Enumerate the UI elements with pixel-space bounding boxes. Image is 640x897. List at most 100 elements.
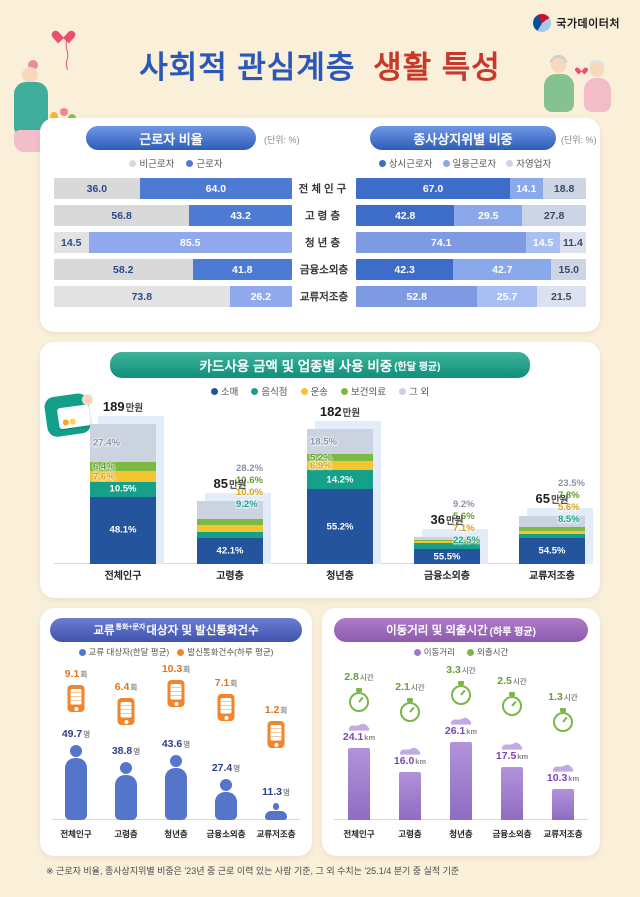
- category-label: 교류저조층: [543, 829, 583, 839]
- category-label: 고령층: [305, 210, 343, 222]
- person-head: [120, 762, 132, 774]
- elderly-woman-head: [590, 63, 604, 77]
- balloon-string-icon: [65, 40, 69, 70]
- bar-segment: 14.5: [526, 232, 560, 253]
- distance-bar: [399, 772, 421, 820]
- call-count-label: 1.2회: [265, 700, 288, 718]
- category-label: 청년층: [305, 237, 343, 249]
- person-body: [165, 768, 187, 820]
- amount-value: 65: [535, 491, 550, 506]
- person-icon: [213, 779, 239, 820]
- employment-status-bar: 52.8 25.7 21.5: [356, 286, 586, 307]
- person-icon: [163, 755, 189, 820]
- bar-segment: [414, 537, 480, 540]
- category-label: 교류저조층: [529, 571, 575, 582]
- person-head: [70, 745, 82, 757]
- bar-segment: 15.0: [551, 259, 586, 280]
- unit: km: [415, 757, 427, 766]
- segment-value: 22.5%: [453, 535, 480, 546]
- employment-status-bar: 42.8 29.5 27.8: [356, 205, 586, 226]
- page-title-red: 생활 특성: [373, 50, 501, 85]
- person-body: [215, 792, 237, 820]
- value: 1.3: [548, 691, 563, 704]
- amount-label: 36만원: [431, 511, 464, 529]
- unit: 명: [183, 740, 191, 749]
- bar-segment: [519, 516, 585, 528]
- legend-label: 교류 대상자(한달 평균): [88, 647, 170, 657]
- unit: 시간: [359, 673, 374, 683]
- page-title: 사회적 관심계층 생활 특성: [0, 42, 640, 87]
- bar-segment: 56.8: [54, 205, 190, 226]
- bar-segment: [519, 531, 585, 534]
- mobility-title: 이동거리 및 외출시간 (하루 평균): [334, 618, 588, 642]
- stopwatch-icon: [451, 685, 471, 706]
- phone-screen: [270, 725, 282, 742]
- legend-dot: [186, 159, 194, 167]
- amount-label: 189만원: [103, 398, 143, 416]
- contact-count-label: 43.6명: [162, 734, 190, 752]
- person-body: [65, 758, 87, 820]
- legend-label: 일용근로자: [452, 159, 497, 170]
- legend-item: 그 외: [399, 384, 429, 398]
- legend-item: 운송: [300, 384, 328, 398]
- bar-segment: 58.2: [54, 259, 193, 280]
- worker-ratio-title: 근로자 비율: [86, 126, 256, 150]
- amount-unit: 만원: [550, 495, 569, 506]
- category-label: 전체인구: [298, 183, 350, 195]
- value: 24.1: [342, 731, 364, 743]
- legend-label: 음식점: [261, 387, 288, 398]
- worker-ratio-bar: 36.0 64.0: [54, 178, 292, 199]
- bar-segment: 5.2%: [307, 452, 373, 463]
- worker-status-panel: 근로자 비율 (단위: %) 종사상지위별 비중 (단위: %) 비근로자 근로자…: [40, 118, 600, 332]
- worker-ratio-title-text: 근로자 비율: [139, 131, 203, 147]
- segment-value: 48.1%: [109, 524, 137, 536]
- segment-value: 7.6%: [93, 471, 115, 483]
- legend-dot: [399, 387, 407, 395]
- unit: 명: [233, 764, 241, 773]
- segment-value: 5.2%: [310, 452, 332, 463]
- call-count-label: 7.1회: [215, 673, 238, 691]
- card-usage-panel: 카드사용 금액 및 업종별 사용 비중 (한달 평균) 소매 음식점 운송 보건의료 그…: [40, 342, 600, 598]
- legend-dot: [506, 159, 514, 167]
- category-label: 금융소외층: [299, 264, 349, 276]
- distance-label: 16.0km: [394, 751, 426, 769]
- category-label: 고령층: [216, 571, 244, 582]
- footnote: ※ 근로자 비율, 종사상지위별 비중은 '23년 중 근로 이력 있는 사람 …: [46, 866, 460, 876]
- segment-value: 42.1%: [216, 545, 244, 557]
- legend-label: 상시근로자: [388, 159, 433, 170]
- card-usage-legend: 소매 음식점 운송 보건의료 그 외: [40, 384, 600, 398]
- time-label: 3.3시간: [446, 660, 475, 678]
- bar-segment: 18.8: [542, 178, 586, 199]
- time-label: 1.3시간: [548, 687, 577, 705]
- elderly-man-head: [551, 58, 566, 73]
- segment-value: 55.2%: [326, 521, 354, 533]
- bar-segment: 27.8: [522, 205, 586, 226]
- bar-segment: 10.5%: [90, 481, 156, 497]
- stopwatch-icon: [400, 701, 420, 722]
- logo-text: 국가데이터처: [556, 18, 620, 30]
- legend-item: 자영업자: [506, 156, 551, 170]
- communication-legend: 교류 대상자(한달 평균) 발신통화건수(하루 평균): [40, 646, 312, 658]
- gov-logo: 국가데이터처: [533, 14, 620, 32]
- category-label: 고령층: [398, 829, 422, 839]
- legend-item: 소매: [210, 384, 239, 398]
- legend-label: 자영업자: [516, 159, 552, 170]
- category-label: 교류저조층: [256, 829, 296, 839]
- illustration-elderly-couple: [532, 54, 628, 114]
- worker-ratio-bar: 14.5 85.5: [54, 232, 292, 253]
- legend-label: 소매: [220, 387, 239, 398]
- legend-item: 근로자: [186, 156, 223, 170]
- bar-segment: [414, 542, 480, 550]
- communication-title: 교류 통화+문자 대상자 및 발신통화건수: [50, 618, 302, 642]
- value: 17.5: [495, 750, 517, 762]
- bar-segment: 18.5%: [307, 429, 373, 454]
- person-icon: [263, 803, 289, 820]
- unit: 회: [80, 670, 88, 680]
- bar-segment: 52.8: [356, 286, 478, 307]
- card-usage-title-text: 카드사용 금액 및 업종별 사용 비중: [199, 359, 393, 374]
- segment-value: 54.5%: [538, 545, 566, 557]
- amount-unit: 만원: [445, 516, 464, 527]
- communication-chart: 49.7명 9.1회 전체인구 38.8명 6.4회 고령층 43.6명 10.3회 청년층 27…: [52, 662, 300, 840]
- unit: 시간: [563, 693, 578, 703]
- segment-value: 28.2%: [236, 463, 263, 474]
